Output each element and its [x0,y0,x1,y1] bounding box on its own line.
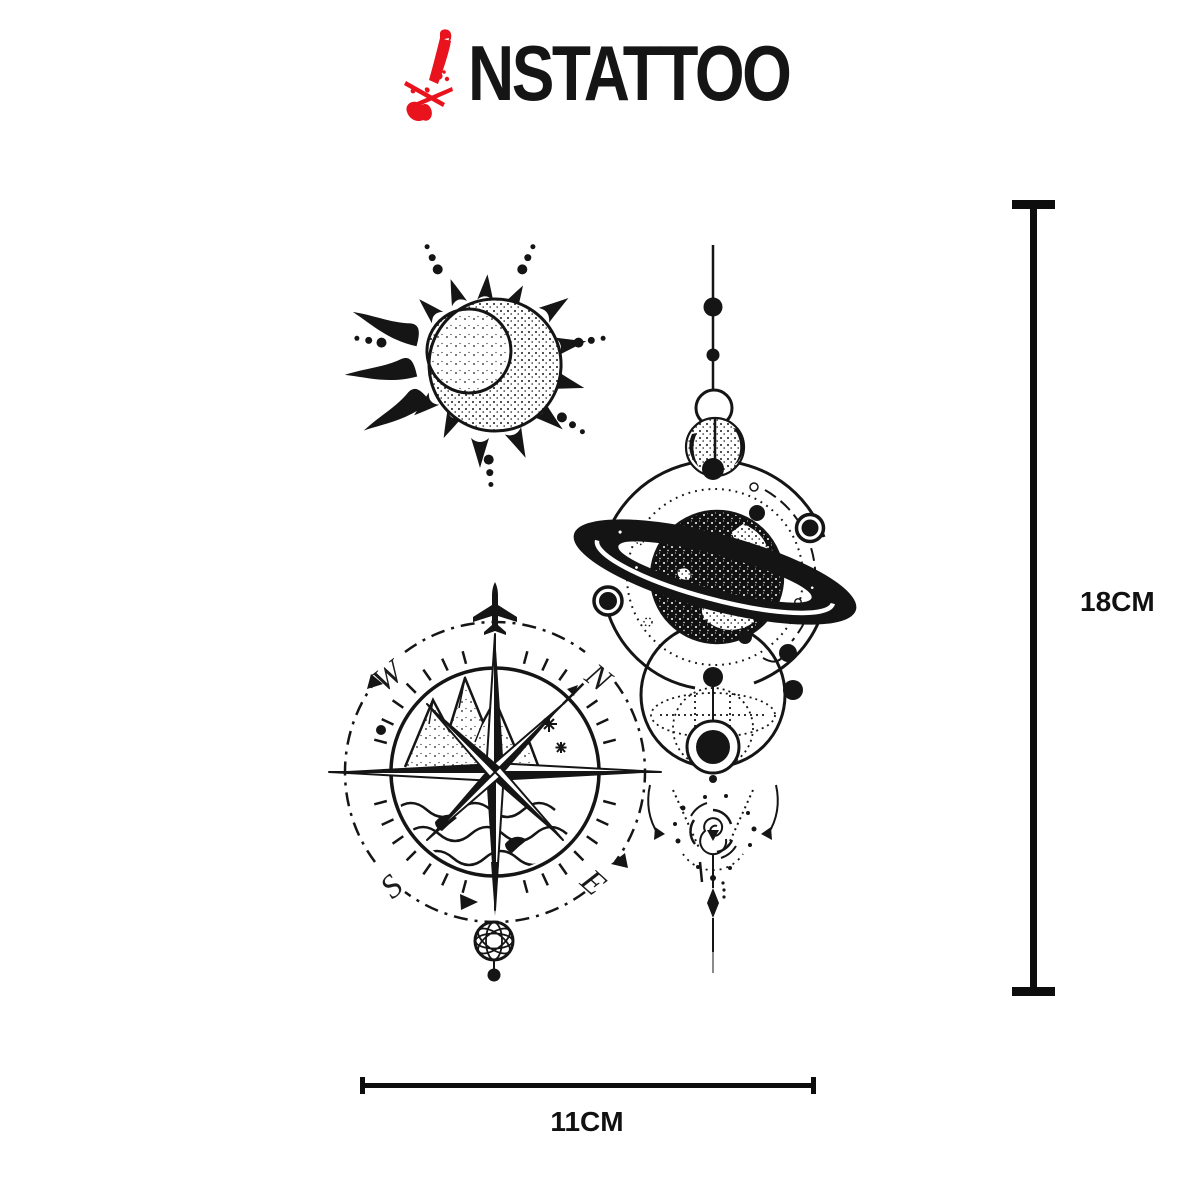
height-dimension-line [1030,203,1037,993]
compass-letter-n: N [577,656,619,700]
star-sparkles [541,716,567,753]
globe-icon [473,920,515,969]
tattoo-machine-splash-icon [404,29,453,122]
bullseye-orb [685,719,741,783]
saturn-pendant-tattoo-design [573,245,857,973]
airplane-icon [473,582,517,635]
compass-rose [328,633,662,911]
compass-letter-w: W [366,653,412,700]
orbit-dots [703,505,803,700]
spiral-halo-dots [673,794,757,899]
south-needle [491,862,499,916]
height-dim-cap-bottom [1012,987,1055,996]
pendant-chain-beads [703,297,723,362]
width-label: 11CM [550,1106,624,1137]
width-dim-cap-right [811,1077,816,1094]
width-dimension-line [362,1083,814,1088]
compass-letter-s: S [374,868,410,906]
height-label: 18CM [1080,586,1155,617]
orbiting-ringed-moons [592,512,826,617]
pendant-knot-dot [702,458,724,480]
drop-line [707,855,719,973]
saturn-ring [573,519,857,625]
brand-name: NSTATTOO [468,29,792,117]
globe-drop-dot [487,968,501,982]
dotted-rays [354,244,606,487]
textured-moon-orb [684,416,746,478]
sun-moon-tattoo-design [345,244,606,487]
crescent-moon-shape [425,297,563,433]
compass-tattoo-design: W N S E [328,582,662,982]
tick-ring [373,650,617,894]
